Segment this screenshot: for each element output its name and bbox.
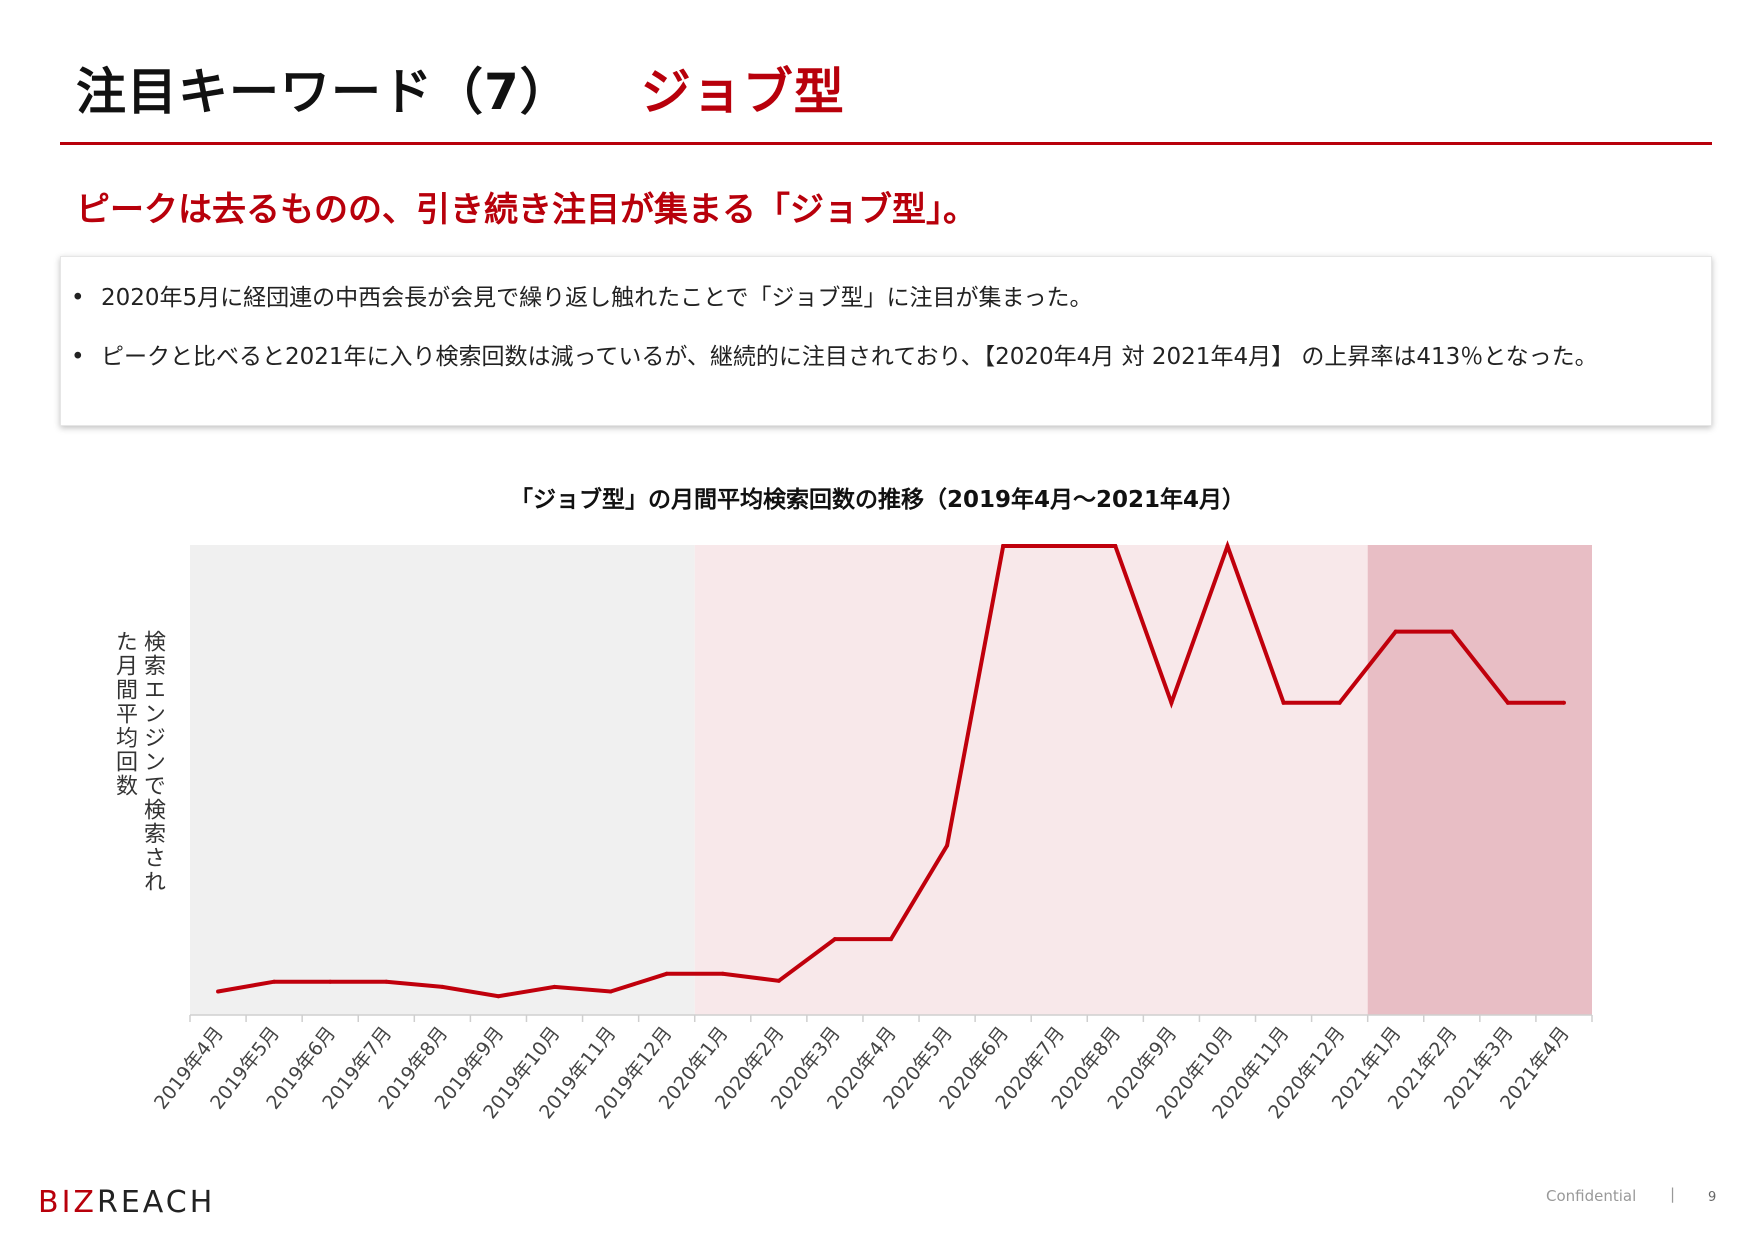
bizreach-logo: BIZREACH [38,1185,215,1217]
summary-box: 2020年5月に経団連の中西会長が会見で繰り返し触れたことで「ジョブ型」に注目が… [60,256,1712,426]
data-point [1001,544,1006,548]
data-point [1281,700,1286,705]
logo-text: BIZREACH [38,1185,215,1217]
data-point [1113,544,1118,548]
data-point [608,989,613,994]
data-point [552,984,557,989]
footer-separator: | [1670,1185,1676,1203]
data-point [664,971,669,976]
data-point [776,978,781,983]
data-point [272,979,277,984]
data-point [889,937,893,942]
page-title-text: 注目キーワード（7） [76,63,571,121]
shaded-period-2 [694,545,1368,1015]
title-divider [60,142,1712,145]
data-point [832,937,837,942]
summary-bullet-1: 2020年5月に経団連の中西会長が会見で繰り返し触れたことで「ジョブ型」に注目が… [71,280,1093,316]
confidential-label: Confidential [1546,1187,1637,1205]
data-point [1169,700,1174,705]
data-point [384,979,389,984]
page-number: 9 [1708,1190,1717,1205]
data-point [1449,629,1454,634]
data-point [1393,629,1398,634]
data-point [1505,700,1510,705]
data-point [1057,544,1062,548]
shaded-period-3 [1367,545,1592,1015]
data-point [1225,544,1230,548]
page-subtitle: ピークは去るものの、引き続き注目が集まる「ジョブ型」。 [76,190,977,230]
data-point [496,994,501,999]
data-point [945,843,950,848]
data-point [216,989,221,994]
page-title-keyword: ジョブ型 [640,63,845,121]
data-point [440,984,445,989]
data-point [328,979,333,984]
chart-y-axis-label: 検索エンジンで検索された月間平均回数 [112,630,165,894]
shaded-period-1 [190,545,695,1015]
page-title: 注目キーワード（7） ジョブ型 [76,52,845,122]
summary-bullet-2: ピークと比べると2021年に入り検索回数は減っているが、継続的に注目されており、… [71,339,1691,375]
chart-title: 「ジョブ型」の月間平均検索回数の推移（2019年4月〜2021年4月） [509,487,1246,513]
data-point [720,971,725,976]
data-point [1337,700,1342,705]
data-point [1561,700,1566,705]
